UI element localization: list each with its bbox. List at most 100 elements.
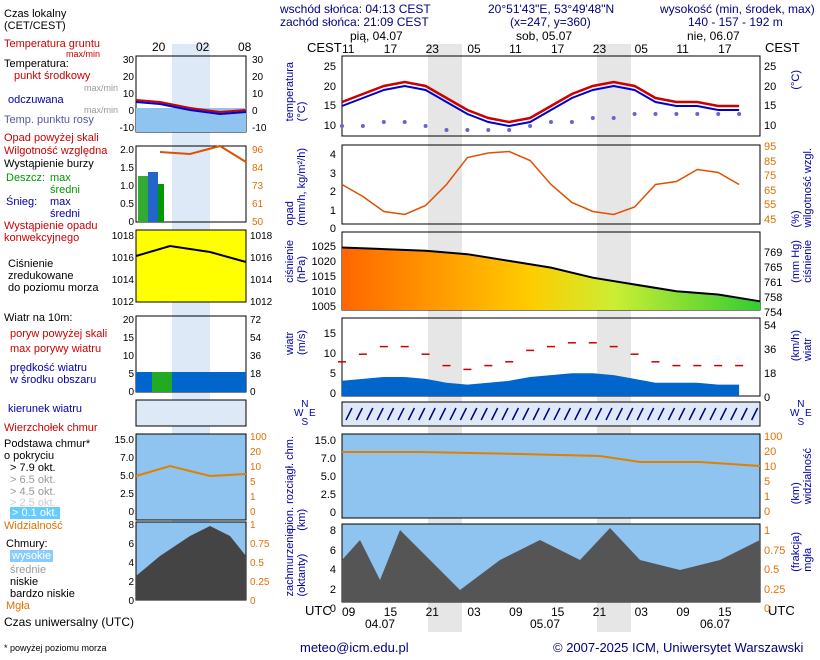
cl-rticks: 1 0.75 0.5 0.25 0 (764, 522, 785, 620)
tick: 0 (329, 223, 336, 235)
legend-very-low: bardzo niskie (10, 588, 75, 600)
tick: 10 (250, 462, 262, 473)
tick: 754 (764, 307, 783, 319)
mini-temp-left-ticks: 30 20 10 0 -10 (116, 52, 134, 137)
legend-fog: Mgła (6, 600, 30, 612)
legend-storm: Wystąpienie burzy (4, 158, 94, 170)
mini-temp-right-ticks: 30 20 10 0 -10 (252, 52, 266, 137)
mini-press-right-ticks: 1018 1016 1014 1012 (250, 226, 272, 314)
tick: 20 (764, 80, 777, 93)
mini-precip-left-ticks: 2.0 1.5 1.0 0.5 0 (110, 142, 134, 232)
coords-text: 20°51'43"E, 53°49'48"N (488, 2, 615, 16)
legend-utc: Czas uniwersalny (UTC) (4, 615, 135, 629)
press-yticks: 1025 1020 1015 1010 1005 (306, 240, 336, 315)
tick: 10 (764, 461, 777, 473)
tick: 54 (764, 320, 777, 332)
hour-bottom-tick: 03 (467, 605, 481, 619)
tick: 1020 (311, 256, 336, 268)
panel-temp (341, 55, 761, 137)
legend-cloud-top: Wierzchołek chmur (4, 422, 98, 434)
tick: 61 (252, 199, 264, 210)
mini-wind-right-ticks: 72 54 36 18 0 (250, 312, 261, 402)
mini-cb-left-ticks: 15.0 7.0 5.0 2.5 0 (106, 432, 134, 522)
wind-rticks: 54 36 18 0 (764, 314, 776, 410)
hour-bottom-tick: 21 (426, 605, 440, 619)
mini-chart-column: 20 02 08 18 00 06 (135, 40, 254, 606)
hour-bottom-tick: 15 (718, 605, 732, 619)
legend-snow-mean: średni (50, 208, 80, 220)
footer-email[interactable]: meteo@icm.edu.pl (300, 640, 409, 655)
wind-arrow (730, 407, 738, 421)
hour-bottom-tick: 09 (676, 605, 690, 619)
felt-line (341, 84, 740, 128)
tick: 30 (122, 55, 134, 66)
tick: 25 (764, 61, 777, 73)
tick: 1014 (111, 275, 134, 286)
tick: 0.25 (764, 583, 786, 596)
tick: 0 (329, 507, 336, 519)
mini-press-left-ticks: 1018 1016 1014 1012 (104, 226, 134, 314)
mini-cloud-low (136, 526, 246, 600)
legend-rain-max: max (50, 172, 71, 184)
legend-cloud-base: Podstawa chmur* o pokryciu (4, 438, 91, 462)
tick: 25 (323, 61, 336, 73)
wind-arrow (709, 407, 717, 421)
tick: 30 (252, 55, 264, 66)
day-bottom-1: 04.07 (365, 617, 395, 631)
dew-point-dot (611, 116, 616, 120)
tick: 8 (329, 525, 336, 537)
hour-top-tick: 23 (426, 42, 440, 56)
legend-snow-max: max (50, 196, 71, 208)
humidity-line (341, 150, 740, 216)
tick: 1 (250, 492, 256, 503)
tick: 1005 (311, 301, 336, 313)
wind-arrow (698, 407, 707, 421)
footnote: * powyżej poziomu morza (4, 643, 107, 653)
mini-top-tick: 02 (196, 40, 210, 54)
wind-arrow (438, 407, 447, 421)
tick: -10 (252, 123, 267, 134)
cb-yticks: 15.0 7.0 5.0 2.5 0 (306, 432, 336, 522)
tick: 0.75 (250, 539, 270, 550)
tick: -10 (119, 123, 134, 134)
wind-arrow (407, 407, 416, 421)
clouds-low-area (342, 528, 760, 602)
hour-bottom-tick: 21 (593, 605, 607, 619)
legend-visibility: Widzialność (4, 520, 63, 532)
tick: 5 (329, 368, 336, 380)
legend-max-gust: max porywy wiatru (10, 343, 102, 355)
tick: 1016 (111, 253, 134, 264)
wind-yticks: 15 10 5 0 (318, 324, 336, 404)
dew-point-dot (653, 112, 658, 116)
day-top-2: sob, 05.07 (516, 29, 572, 43)
tick: 0 (764, 506, 771, 518)
mini-humidity-line (159, 144, 247, 163)
wind-arrow (574, 407, 582, 421)
tick: 5 (250, 477, 256, 488)
tick: 769 (764, 247, 783, 259)
tick: 0 (128, 596, 134, 607)
panel-direction (341, 401, 761, 427)
cb-rticks: 100 20 10 5 1 0 (764, 430, 782, 520)
mini-wind-left-ticks: 20 15 10 5 0 (116, 312, 134, 402)
tick: 0.25 (250, 577, 270, 588)
elevation-value: 140 - 157 - 192 m (688, 15, 783, 29)
tick: 2.0 (120, 145, 134, 156)
press-rticks: 769 765 761 758 754 (764, 246, 782, 321)
wind-arrow (688, 407, 696, 421)
tick: 1012 (111, 297, 134, 308)
tick: 18 (764, 368, 777, 380)
legend-pressure: Ciśnienie zredukowane do poziomu morza (8, 258, 99, 294)
legend-low: niskie (10, 576, 39, 588)
legend-dew-point: Temp. punktu rosy (4, 114, 94, 126)
wind-arrow (553, 407, 561, 421)
tick: 5 (128, 369, 134, 380)
hour-top-tick: 05 (635, 42, 649, 56)
dew-point-dot (674, 112, 679, 116)
legend-gust-above: poryw powyżej skali (10, 328, 108, 340)
hour-top-tick: 11 (509, 42, 522, 56)
wind-arrow (428, 407, 436, 421)
wind-arrow (657, 407, 665, 421)
mini-pressure-line (135, 244, 247, 263)
